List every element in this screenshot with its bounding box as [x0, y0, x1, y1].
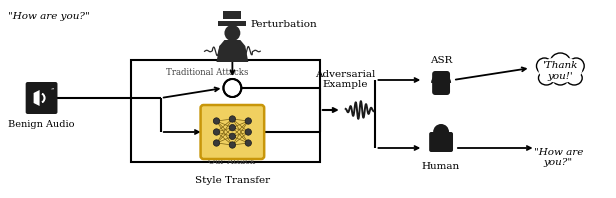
- Text: Perturbation: Perturbation: [250, 20, 317, 29]
- Circle shape: [433, 124, 449, 140]
- Text: ’’: ’’: [51, 87, 55, 93]
- FancyBboxPatch shape: [224, 11, 241, 19]
- Circle shape: [213, 118, 220, 124]
- Text: Traditional Attacks: Traditional Attacks: [166, 68, 249, 77]
- Circle shape: [229, 116, 235, 122]
- Ellipse shape: [551, 53, 570, 71]
- Ellipse shape: [538, 71, 554, 85]
- Text: Benign Audio: Benign Audio: [8, 120, 75, 129]
- Circle shape: [245, 118, 251, 124]
- Polygon shape: [34, 90, 39, 106]
- Circle shape: [245, 140, 251, 146]
- FancyBboxPatch shape: [26, 82, 57, 114]
- Circle shape: [213, 140, 220, 146]
- Text: Our Attack: Our Attack: [208, 157, 255, 166]
- Circle shape: [245, 129, 251, 135]
- Ellipse shape: [537, 58, 553, 74]
- Circle shape: [229, 142, 235, 148]
- Text: "How are you?": "How are you?": [8, 12, 89, 21]
- FancyBboxPatch shape: [429, 132, 453, 152]
- Circle shape: [224, 79, 241, 97]
- Ellipse shape: [566, 71, 582, 85]
- Text: Human: Human: [422, 162, 460, 171]
- Text: Adversarial
Example: Adversarial Example: [315, 70, 376, 89]
- Text: ASR: ASR: [430, 56, 452, 65]
- Circle shape: [213, 129, 220, 135]
- Polygon shape: [216, 46, 248, 62]
- Text: 'Thank
you!': 'Thank you!': [543, 61, 578, 81]
- Circle shape: [224, 25, 240, 41]
- Text: "How are
you?": "How are you?": [533, 148, 583, 167]
- Ellipse shape: [553, 71, 569, 85]
- FancyBboxPatch shape: [201, 105, 264, 159]
- Polygon shape: [219, 40, 245, 46]
- Ellipse shape: [569, 58, 584, 74]
- Ellipse shape: [538, 57, 582, 83]
- Circle shape: [229, 133, 235, 140]
- Circle shape: [229, 125, 235, 131]
- Bar: [131, 60, 320, 162]
- Text: Style Transfer: Style Transfer: [195, 176, 270, 185]
- FancyBboxPatch shape: [219, 21, 246, 26]
- FancyBboxPatch shape: [432, 71, 450, 95]
